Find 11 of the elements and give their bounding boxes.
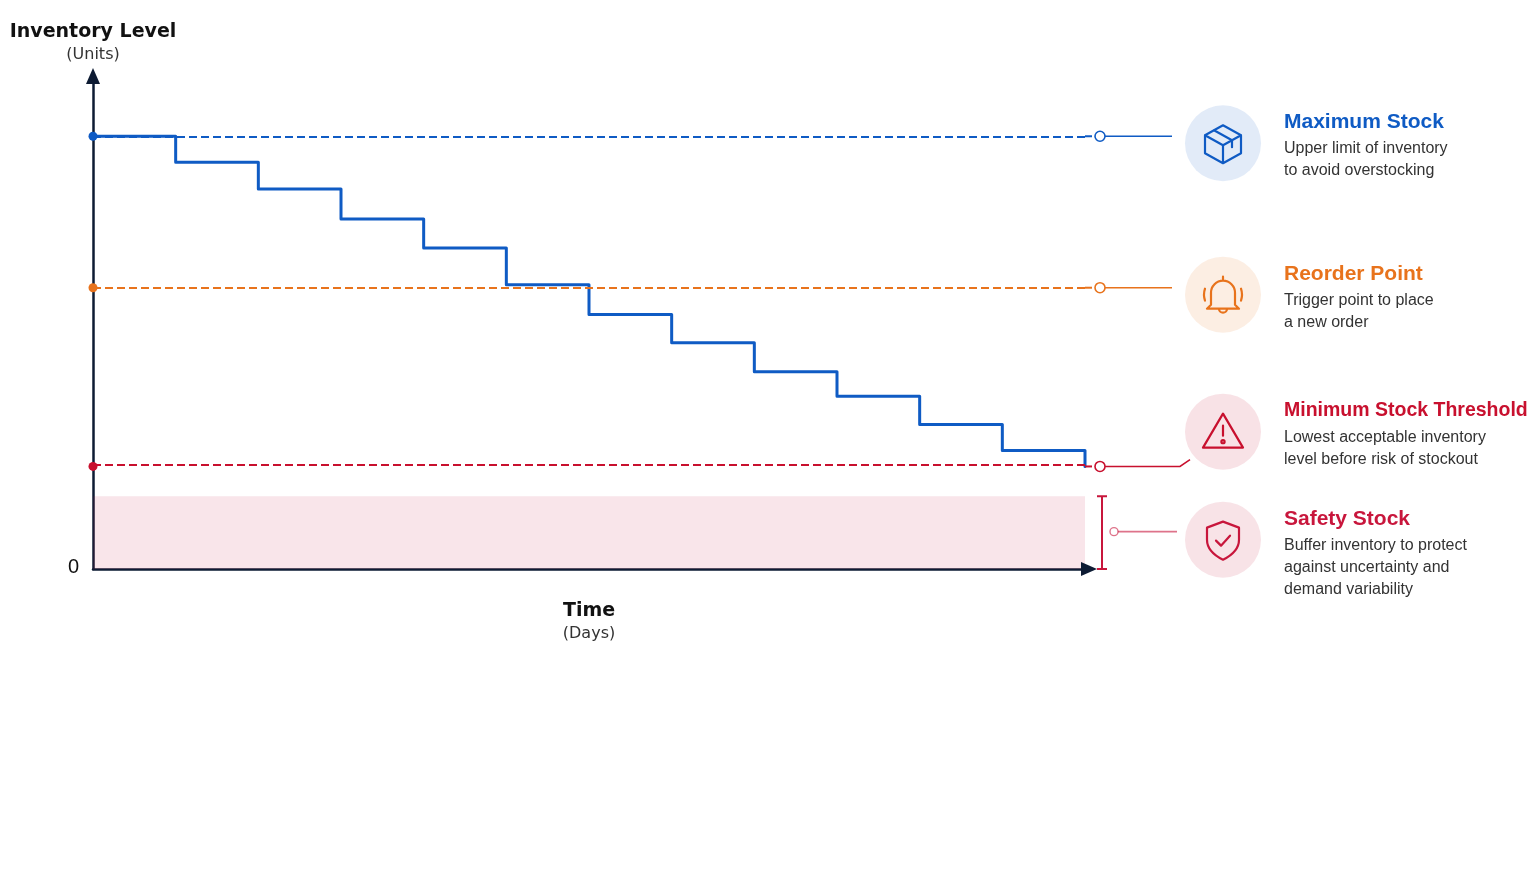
y-axis-title: Inventory Level (Units) — [9, 19, 177, 63]
text: Buffer inventory to protect against uncertainty and demand variability — [1284, 534, 1467, 599]
text: Trigger point to place a new order — [1284, 289, 1434, 332]
text: Upper limit of inventory to avoid overstocking — [1284, 138, 1448, 181]
ref-line-label: Maximum Stock — [1284, 109, 1444, 134]
x-axis-title: Time (Days) — [562, 598, 616, 642]
ref-line-label: Reorder Point — [1284, 260, 1423, 285]
band-label: Safety Stock — [1284, 505, 1411, 530]
ref-line-label: Minimum Stock Threshold — [1284, 397, 1528, 421]
text: 0 — [67, 555, 79, 578]
text: Lowest acceptable inventory level before risk of stockout — [1284, 426, 1486, 469]
